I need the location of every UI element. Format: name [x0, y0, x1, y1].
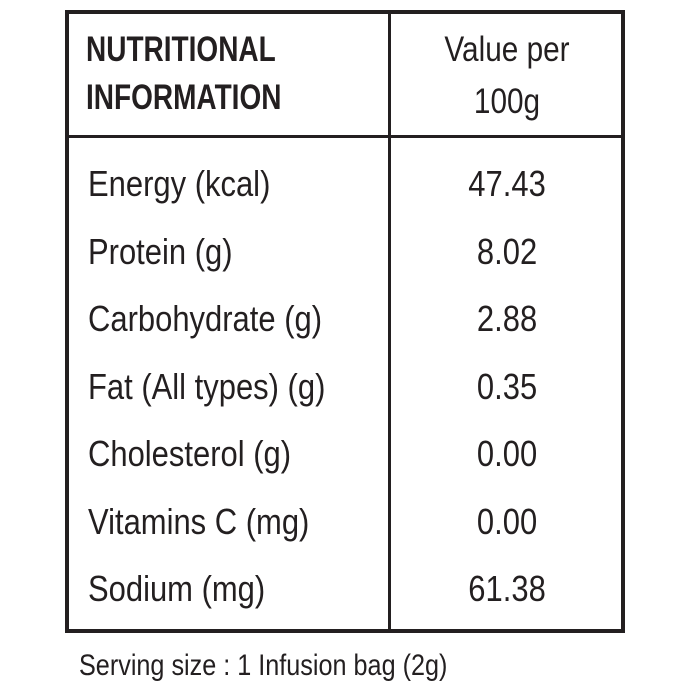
column-divider: [388, 12, 391, 631]
nutrient-name: Cholesterol (g): [88, 433, 292, 474]
nutrient-value: 47.43: [468, 163, 546, 204]
value-header-line1: Value per: [444, 30, 570, 69]
nutrient-rows: Energy (kcal) 47.43 Protein (g) 8.02 Car…: [67, 152, 623, 625]
header-label-line1: NUTRITIONAL: [86, 30, 276, 69]
table-row: Cholesterol (g) 0.00: [67, 422, 623, 490]
nutrient-name: Protein (g): [88, 230, 233, 272]
nutrient-value: 0.00: [476, 500, 538, 542]
table-row: Protein (g) 8.02: [67, 220, 623, 288]
table-row: Vitamins C (mg) 0.00: [67, 490, 623, 558]
header-divider: [67, 135, 623, 138]
table-row: Energy (kcal) 47.43: [67, 152, 623, 220]
nutrient-value: 2.88: [476, 298, 538, 339]
header-label-line2: INFORMATION: [86, 78, 282, 117]
table-row: Sodium (mg) 61.38: [67, 557, 623, 625]
nutrient-name: Carbohydrate (g): [88, 298, 323, 339]
nutrient-name: Fat (All types) (g): [88, 365, 326, 407]
nutrient-name: Energy (kcal): [88, 163, 271, 204]
nutrient-name: Sodium (mg): [88, 568, 266, 609]
serving-size-note: Serving size : 1 Infusion bag (2g): [79, 649, 448, 682]
nutrient-value: 61.38: [468, 568, 546, 609]
nutrient-value: 0.35: [476, 365, 538, 407]
nutrient-value: 8.02: [476, 230, 538, 272]
table-row: Fat (All types) (g) 0.35: [67, 355, 623, 423]
nutrition-header-label: NUTRITIONAL INFORMATION: [86, 26, 322, 122]
nutrient-name: Vitamins C (mg): [88, 500, 310, 542]
value-header: Value per 100g: [391, 24, 623, 128]
table-row: Carbohydrate (g) 2.88: [67, 287, 623, 355]
value-header-line2: 100g: [473, 82, 541, 121]
nutrition-table: [65, 10, 625, 633]
nutrient-value: 0.00: [476, 433, 538, 474]
